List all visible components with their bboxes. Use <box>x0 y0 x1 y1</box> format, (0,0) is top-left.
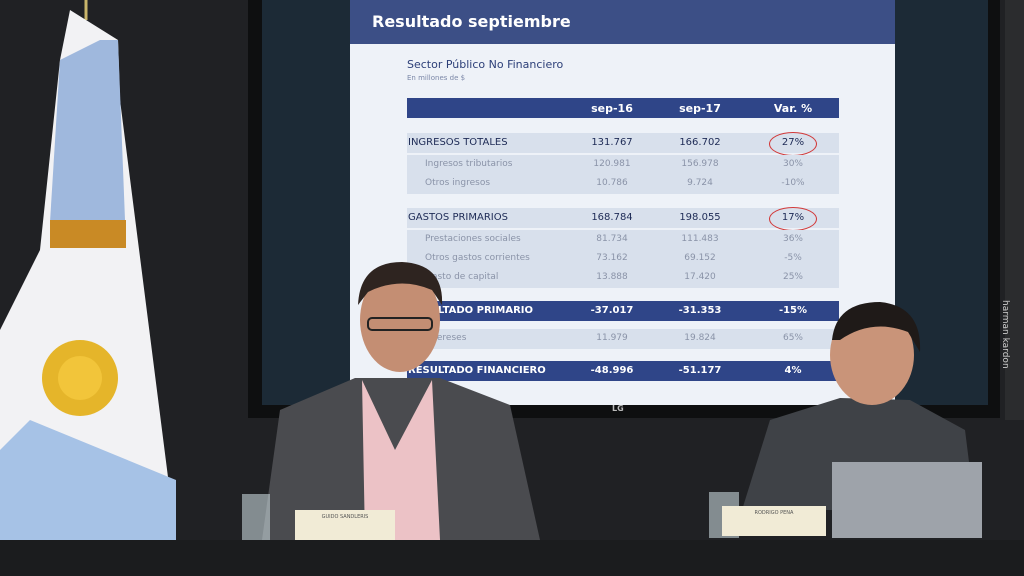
cell-value: 36% <box>782 234 803 244</box>
row-label: Gasto de capital <box>425 272 499 282</box>
row-label: GASTOS PRIMARIOS <box>408 212 508 223</box>
cell-value: 25% <box>782 272 803 282</box>
cell-value: 198.055 <box>679 212 721 223</box>
cell-value: -37.017 <box>590 305 634 316</box>
person-left <box>262 262 540 540</box>
row-label: RESULTADO FINANCIERO <box>408 365 546 376</box>
cell-value: 120.981 <box>593 159 631 169</box>
slide-title: Resultado septiembre <box>372 12 571 31</box>
slide-subtitle: Sector Público No Financiero <box>407 58 564 71</box>
column-header: sep-16 <box>591 102 633 115</box>
cell-value: 166.702 <box>679 137 721 148</box>
nameplate-text: RODRIGO PENA <box>754 510 794 516</box>
header-band <box>407 98 839 118</box>
cell-value: 13.888 <box>596 272 628 282</box>
row-band <box>407 361 839 381</box>
desk <box>0 540 1024 576</box>
cell-value: 4% <box>784 365 802 376</box>
row-band <box>407 301 839 321</box>
cell-value: 11.979 <box>596 333 628 343</box>
cell-value: -10% <box>781 178 805 188</box>
cell-value: 73.162 <box>596 253 628 263</box>
cell-value: -15% <box>778 305 808 316</box>
unit-note: En millones de $ <box>407 74 466 82</box>
cell-value: 10.786 <box>596 178 628 188</box>
row-label: Otros gastos corrientes <box>425 253 530 263</box>
flag <box>0 0 176 540</box>
cell-value: -51.177 <box>678 365 722 376</box>
cell-value: 65% <box>782 333 803 343</box>
cell-value: -31.353 <box>678 305 722 316</box>
row-label: Otros ingresos <box>425 178 491 188</box>
cell-value: 30% <box>782 159 803 169</box>
cell-value: 19.824 <box>684 333 716 343</box>
cell-value: 156.978 <box>681 159 719 169</box>
cell-value: 9.724 <box>687 178 713 188</box>
title-bar <box>350 0 895 44</box>
row-band <box>407 329 839 349</box>
nameplate <box>722 506 826 536</box>
column-header: sep-17 <box>679 102 721 115</box>
row-band <box>407 174 839 194</box>
person-right <box>742 302 982 538</box>
cell-value: 81.734 <box>596 234 628 244</box>
row-band <box>407 155 839 175</box>
row-label: Intereses <box>425 333 467 343</box>
row-label: Ingresos tributarios <box>425 159 513 169</box>
slide: Resultado septiembre Sector Público No F… <box>350 0 895 405</box>
column-header: Var. % <box>773 102 813 115</box>
row-band <box>407 208 839 228</box>
row-band <box>407 249 839 269</box>
tv-brand: LG <box>612 404 624 413</box>
row-band <box>407 230 839 250</box>
cell-value: 168.784 <box>591 212 633 223</box>
glass <box>242 494 270 540</box>
row-band <box>407 268 839 288</box>
nameplate-text: GUIDO SANDLERIS <box>321 514 369 520</box>
cell-value: -48.996 <box>590 365 634 376</box>
nameplate <box>295 510 395 540</box>
row-label: RESULTADO PRIMARIO <box>408 305 533 316</box>
cell-value: 111.483 <box>681 234 719 244</box>
row-label: Prestaciones sociales <box>425 234 521 244</box>
row-label: INGRESOS TOTALES <box>408 137 508 148</box>
row-band <box>407 133 839 153</box>
cell-value: 17.420 <box>684 272 716 282</box>
cell-value: 131.767 <box>591 137 633 148</box>
cell-value: 69.152 <box>684 253 716 263</box>
cell-value: -5% <box>784 253 802 263</box>
